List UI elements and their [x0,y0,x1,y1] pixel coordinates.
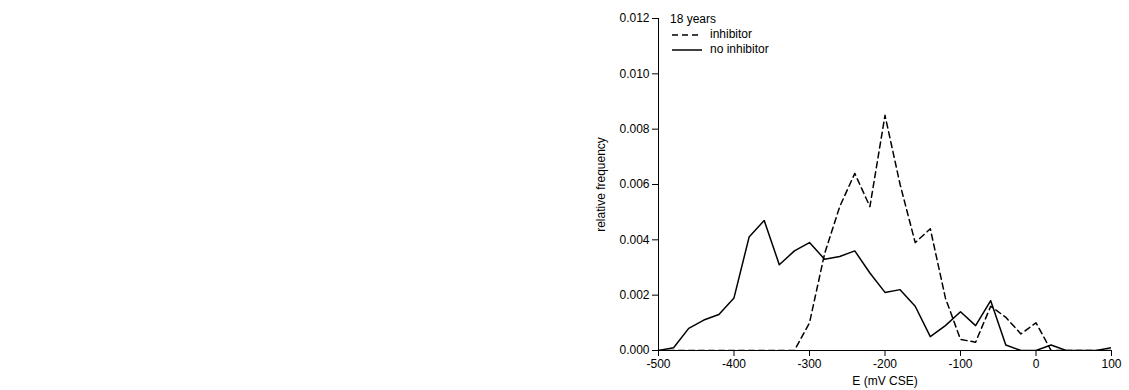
svg-text:-300: -300 [797,357,821,371]
html-text:18 years: 18 years [670,12,716,26]
html-text:inhibitor: inhibitor [710,27,752,41]
svg-text:-500: -500 [646,357,670,371]
svg-text:0.006: 0.006 [619,177,649,191]
svg-text:relative frequency: relative frequency [594,137,608,232]
svg-text:0.010: 0.010 [619,67,649,81]
svg-text:0.002: 0.002 [619,288,649,302]
svg-text:0.000: 0.000 [619,343,649,357]
svg-text:-100: -100 [948,357,972,371]
svg-text:-200: -200 [873,357,897,371]
svg-text:0.008: 0.008 [619,122,649,136]
html-text:no inhibitor: no inhibitor [710,42,769,56]
svg-text:100: 100 [1101,357,1121,371]
svg-text:0: 0 [1033,357,1040,371]
svg-text:-400: -400 [722,357,746,371]
svg-text:E (mV CSE): E (mV CSE) [852,374,917,388]
svg-text:0.012: 0.012 [619,11,649,25]
svg-text:0.004: 0.004 [619,233,649,247]
